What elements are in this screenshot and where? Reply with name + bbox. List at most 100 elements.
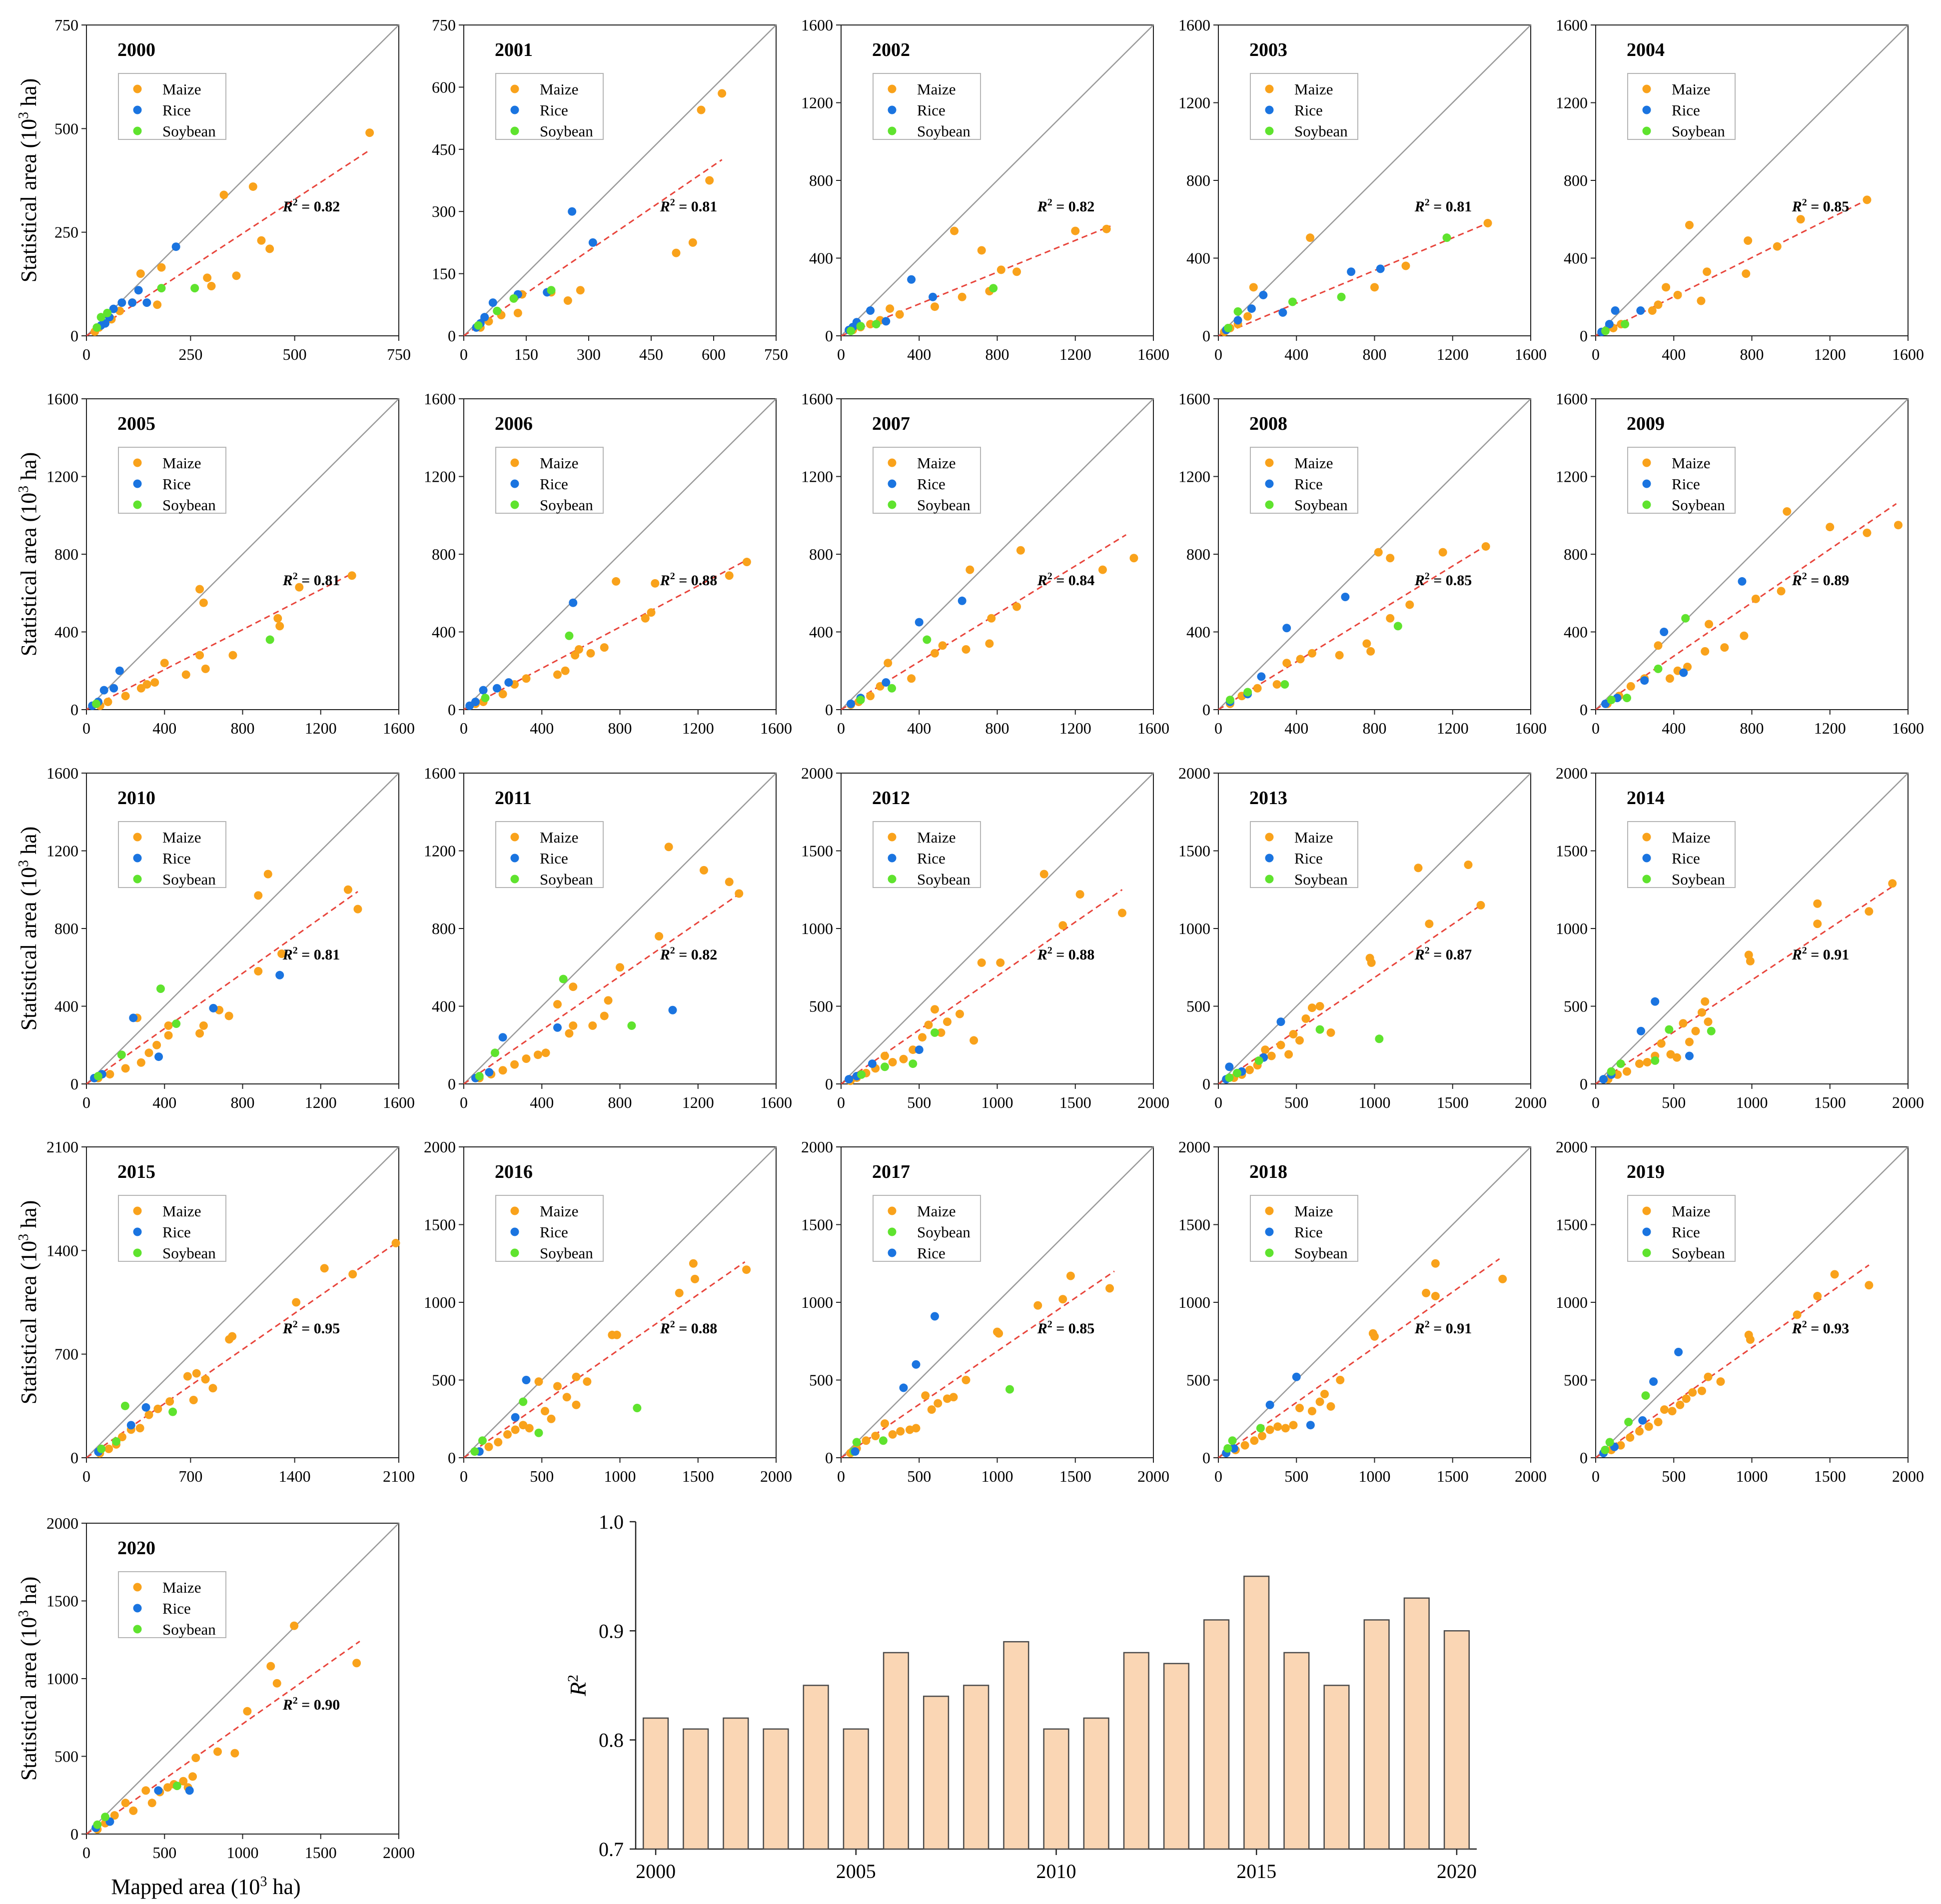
fit-line: [463, 895, 738, 1085]
y-tick-label: 1000: [1556, 1293, 1588, 1311]
y-tick-label: 2000: [801, 1138, 833, 1156]
scatter-panel-2017: 00 500 500 1000 1000 1500 1500 2000 2000 2017 Maiz…: [801, 1138, 1169, 1485]
maize-point: [1746, 1335, 1755, 1344]
x-tick-label: 400: [530, 1093, 554, 1111]
maize-point: [888, 1430, 897, 1439]
x-tick-label: 0: [82, 719, 90, 737]
maize-point: [1374, 548, 1383, 557]
bar-2007: [923, 1696, 950, 1850]
one-to-one-line: [86, 398, 399, 710]
maize-point: [1643, 1057, 1652, 1066]
maize-point: [225, 1335, 234, 1344]
rice-point: [522, 1376, 531, 1384]
maize-point: [735, 889, 744, 898]
soybean-point: [909, 1059, 918, 1068]
rice-point: [154, 1052, 163, 1061]
legend-marker-soybean: [888, 1227, 897, 1236]
maize-point: [1249, 283, 1258, 292]
r2-label: R2 = 0.81: [282, 945, 340, 963]
soybean-point: [509, 294, 518, 303]
rice-point: [907, 275, 916, 284]
scatter-panel-2016: 00 500 500 1000 1000 1500 1500 2000 2000 2016 Maiz…: [424, 1138, 792, 1485]
bar-2006: [883, 1652, 910, 1850]
maize-point: [895, 310, 904, 319]
maize-point: [1498, 1274, 1507, 1283]
x-tick-label: 0: [460, 1467, 468, 1485]
panel-title: 2017: [872, 1161, 910, 1182]
maize-point: [1665, 674, 1674, 683]
maize-point: [1751, 594, 1760, 603]
maize-point: [192, 1369, 201, 1378]
r2-label: R2 = 0.81: [282, 571, 340, 589]
y-tick-label: 0: [1202, 1075, 1210, 1093]
maize-point: [987, 614, 996, 623]
y-tick-label: 500: [809, 1371, 833, 1389]
soybean-point: [112, 1437, 121, 1446]
bar-2013: [1163, 1663, 1190, 1850]
maize-point: [881, 1419, 889, 1428]
legend-marker-soybean: [1642, 500, 1651, 509]
rice-point: [117, 298, 126, 307]
r2-label: R2 = 0.88: [660, 571, 718, 589]
soybean-point: [1224, 323, 1233, 332]
y-tick-label: 400: [1564, 249, 1588, 267]
maize-point: [1414, 864, 1423, 873]
x-tick-label: 1600: [1137, 719, 1169, 737]
legend-marker-maize: [1265, 833, 1274, 842]
maize-point: [742, 558, 751, 567]
x-tick-label: 500: [283, 345, 307, 363]
rice-point: [847, 699, 856, 708]
fit-line: [1595, 1264, 1870, 1459]
maize-point: [553, 1000, 562, 1009]
bar-y-tick-label: 1.0: [599, 1511, 624, 1533]
fit-line: [86, 573, 352, 711]
soybean-point: [156, 984, 165, 993]
maize-point: [265, 244, 274, 253]
y-tick-label: 0: [825, 1075, 833, 1093]
y-tick-label: 500: [809, 997, 833, 1015]
one-to-one-line: [841, 398, 1154, 710]
x-tick-label: 800: [985, 345, 1009, 363]
legend-label-rice: Rice: [162, 850, 191, 867]
maize-point: [1289, 1029, 1298, 1038]
x-tick-label: 500: [907, 1467, 931, 1485]
legend-marker-rice: [1642, 854, 1651, 863]
maize-point: [1793, 1310, 1802, 1319]
maize-point: [1273, 1422, 1282, 1431]
legend-label-soybean: Soybean: [1672, 122, 1725, 140]
legend-marker-soybean: [510, 126, 519, 135]
panel-title: 2012: [872, 788, 910, 809]
y-tick-label: 0: [448, 1449, 456, 1467]
bar-2019: [1403, 1597, 1430, 1850]
y-tick-label: 0: [70, 1075, 78, 1093]
maize-point: [943, 1017, 952, 1026]
y-tick-label: 600: [432, 78, 456, 96]
one-to-one-line: [86, 1523, 399, 1835]
y-tick-label: 500: [54, 119, 78, 137]
maize-point: [232, 271, 241, 280]
scatter-panel-2003: 00 400 400 800 800 1200 1200 1600 1600 2003 Maize R…: [1178, 16, 1547, 363]
soybean-point: [534, 1428, 543, 1437]
legend-marker-maize: [510, 833, 519, 842]
y-tick-label: 1000: [1178, 1293, 1210, 1311]
maize-point: [199, 598, 208, 607]
r2-label: R2 = 0.82: [282, 197, 340, 215]
x-tick-label: 2000: [383, 1844, 415, 1862]
legend-label-soybean: Soybean: [917, 1223, 970, 1241]
rice-point: [899, 1383, 908, 1392]
y-tick-label: 1500: [801, 842, 833, 860]
maize-point: [725, 571, 734, 580]
bar-2003: [763, 1728, 789, 1850]
scatter-panels: 002502505005007507502000MaizeRiceSoybean…: [16, 16, 1924, 1862]
maize-point: [1276, 1040, 1285, 1049]
soybean-point: [931, 1028, 939, 1037]
legend-label-rice: Rice: [540, 101, 568, 119]
maize-point: [1405, 600, 1414, 609]
r2-bar-chart: 0.7 0.8 0.9 1.0 2000 2005 2010 2015 2020 R2: [565, 1511, 1477, 1883]
bar-2009: [1003, 1641, 1029, 1850]
maize-point: [1243, 312, 1252, 321]
maize-point: [494, 1438, 503, 1447]
maize-point: [1335, 651, 1344, 660]
rice-point: [1229, 1444, 1238, 1453]
maize-point: [604, 996, 613, 1005]
